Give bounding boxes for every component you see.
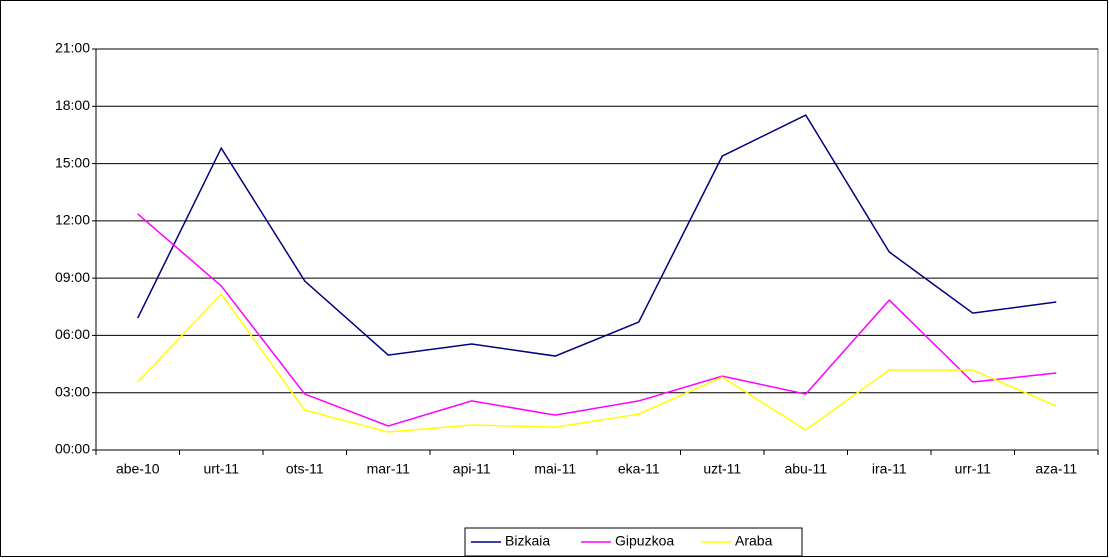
x-tick-label: ots-11 — [286, 461, 324, 477]
x-tick-label: api-11 — [453, 461, 491, 477]
legend-label: Araba — [735, 533, 773, 549]
x-tick-label: eka-11 — [618, 461, 660, 477]
legend-label: Gipuzkoa — [615, 533, 674, 549]
x-tick-label: urr-11 — [955, 461, 992, 477]
y-tick-label: 12:00 — [55, 212, 90, 228]
series-line — [137, 292, 1057, 433]
series-line — [137, 114, 1057, 357]
x-tick-label: mai-11 — [534, 461, 576, 477]
x-tick-label: abu-11 — [784, 461, 827, 477]
x-tick-label: urt-11 — [203, 461, 239, 477]
x-tick-label: aza-11 — [1035, 461, 1077, 477]
legend-box — [464, 527, 803, 557]
y-tick-label: 15:00 — [55, 154, 90, 170]
x-tick-label: uzt-11 — [703, 461, 741, 477]
y-tick-label: 03:00 — [55, 383, 90, 399]
y-tick-label: 18:00 — [55, 97, 90, 113]
x-tick-label: abe-10 — [116, 461, 160, 477]
y-tick-label: 21:00 — [55, 40, 90, 56]
x-tick-label: mar-11 — [367, 461, 411, 477]
y-tick-label: 06:00 — [55, 326, 90, 342]
legend-label: Bizkaia — [505, 533, 550, 549]
y-tick-label: 00:00 — [55, 441, 90, 457]
plot-area — [95, 48, 1099, 451]
series-line — [137, 213, 1057, 427]
x-tick-label: ira-11 — [872, 461, 907, 477]
y-tick-label: 09:00 — [55, 269, 90, 285]
